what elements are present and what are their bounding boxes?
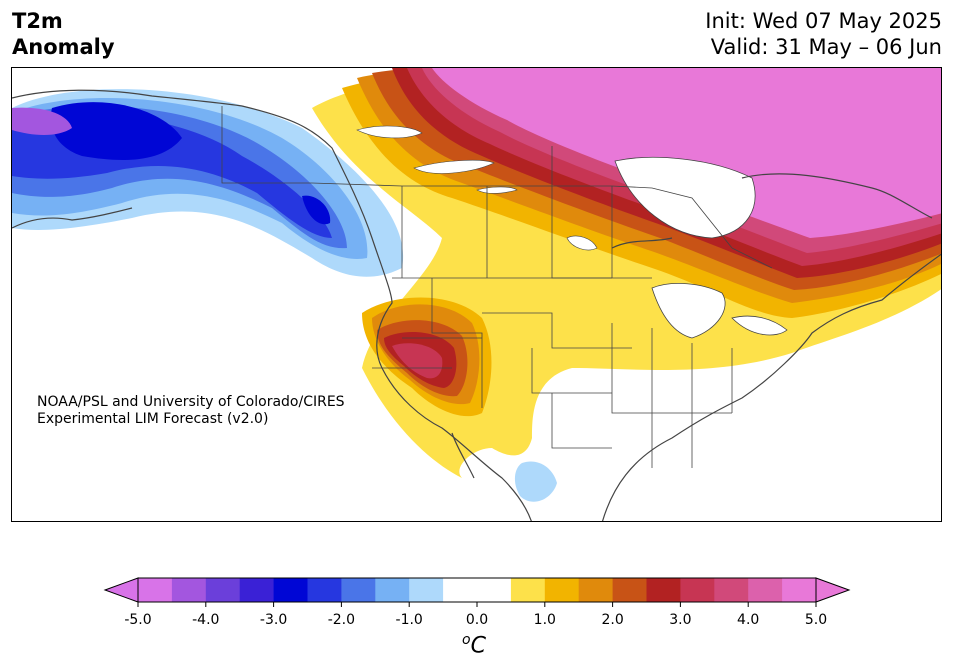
- date-header: Init: Wed 07 May 2025 Valid: 31 May – 06…: [705, 8, 942, 60]
- colorbar-unit: oC: [462, 632, 486, 658]
- colorbar-cell: [307, 578, 342, 602]
- colorbar-cells: [138, 578, 817, 602]
- colorbar-max-extend: [815, 577, 851, 603]
- colorbar-cell: [782, 578, 817, 602]
- colorbar-cell: [612, 578, 647, 602]
- anomaly-map: [11, 67, 942, 522]
- colorbar-tick-label: -3.0: [259, 612, 288, 628]
- cold-anomaly-field: [12, 89, 557, 502]
- colorbar-ticks: [137, 602, 817, 607]
- colorbar-cell: [646, 578, 681, 602]
- colorbar-cell: [341, 578, 376, 602]
- colorbar-cell: [578, 578, 614, 602]
- title-line-1: T2m: [12, 9, 63, 33]
- colorbar-cell: [409, 578, 444, 602]
- colorbar-cell: [477, 578, 512, 602]
- colorbar-cell: [375, 578, 410, 602]
- valid-date: Valid: 31 May – 06 Jun: [710, 35, 942, 59]
- colorbar-tick-label: 2.0: [601, 612, 624, 628]
- colorbar-tick-label: 4.0: [737, 612, 760, 628]
- colorbar-cell: [273, 578, 308, 602]
- credit-text: NOAA/PSL and University of Colorado/CIRE…: [37, 394, 345, 428]
- colorbar-cell: [443, 578, 478, 602]
- colorbar-cell: [714, 578, 749, 602]
- colorbar-tick-label: -2.0: [327, 612, 356, 628]
- title-line-2: Anomaly: [12, 35, 115, 59]
- colorbar-cell: [138, 578, 173, 602]
- colorbar-tick-label: 1.0: [533, 612, 556, 628]
- lakes: [356, 125, 788, 339]
- colorbar-tick-label: -4.0: [192, 612, 220, 628]
- unit-letter: C: [470, 633, 486, 659]
- colorbar-cell: [239, 578, 275, 602]
- credit-line-1: NOAA/PSL and University of Colorado/CIRE…: [37, 394, 345, 410]
- political-borders: [221, 106, 773, 468]
- init-date: Init: Wed 07 May 2025: [705, 9, 942, 33]
- colorbar-tick-label: 5.0: [804, 612, 828, 628]
- unit-degree: o: [462, 632, 471, 648]
- map-canvas: [12, 68, 941, 521]
- colorbar-cell: [205, 578, 241, 602]
- colorbar-cell: [680, 578, 715, 602]
- colorbar-tick-label: -1.0: [395, 612, 423, 628]
- colorbar-tick-label: -5.0: [124, 612, 152, 628]
- coastlines: [12, 89, 941, 521]
- colorbar-tick-label: 3.0: [669, 612, 692, 628]
- colorbar-cell: [748, 578, 783, 602]
- colorbar-min-extend: [103, 577, 139, 603]
- credit-line-2: Experimental LIM Forecast (v2.0): [37, 411, 269, 427]
- colorbar-cell: [510, 578, 546, 602]
- colorbar-cell: [544, 578, 580, 602]
- map-title: T2m Anomaly: [12, 8, 115, 60]
- colorbar-cell: [171, 578, 207, 602]
- colorbar-tick-label: 0.0: [465, 612, 489, 628]
- colorbar: [103, 577, 851, 607]
